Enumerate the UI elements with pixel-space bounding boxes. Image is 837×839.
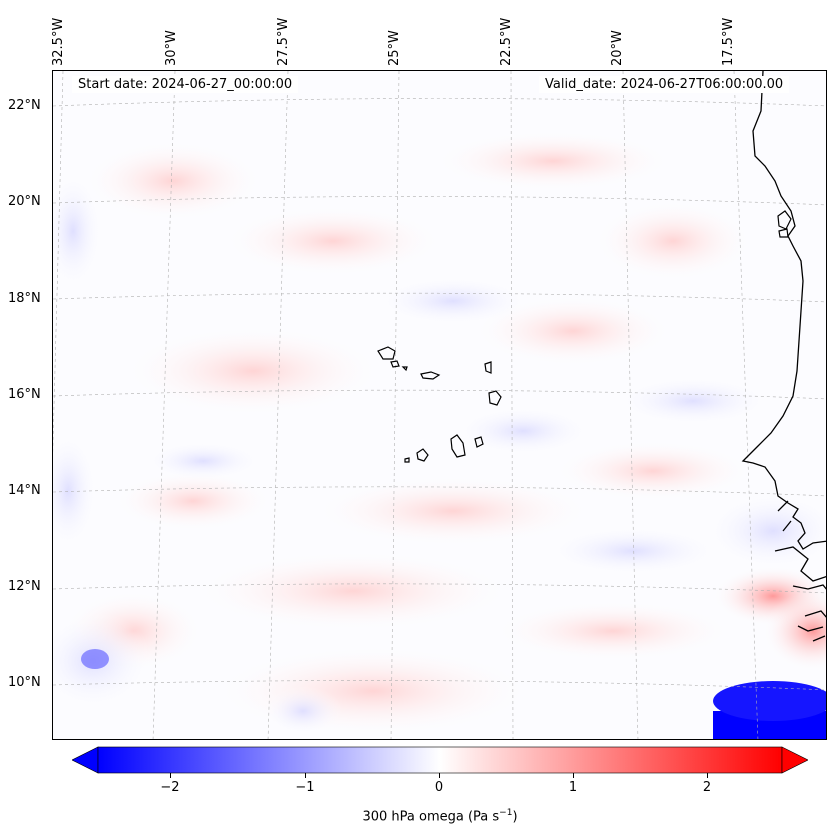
lat-label-18n: 18°N	[8, 291, 41, 306]
lon-label-30w: 30°W	[164, 30, 179, 66]
lat-label-20n: 20°N	[8, 194, 41, 209]
lon-label-32-5w: 32.5°W	[51, 17, 66, 66]
colorbar-tickmark-m1	[305, 773, 306, 778]
cape-verde-islands	[377, 210, 792, 463]
colorbar-tick-2: 2	[702, 780, 712, 795]
lon-label-25w: 25°W	[387, 30, 402, 66]
lon-label-17-5w: 17.5°W	[721, 17, 736, 66]
colorbar-label-exponent: −1	[499, 808, 513, 818]
colorbar-label-close: )	[512, 809, 518, 825]
colorbar-label-text: 300 hPa omega (Pa s	[362, 809, 500, 825]
colorbar	[72, 746, 808, 774]
lon-label-20w: 20°W	[610, 30, 625, 66]
colorbar-tickmark-2	[707, 773, 708, 778]
omega-field	[53, 131, 826, 739]
lat-label-10n: 10°N	[8, 675, 41, 690]
colorbar-tick-m2: −2	[160, 780, 180, 795]
valid-date-label: Valid_date: 2024-06-27T06:00:00.00	[539, 76, 790, 93]
start-date-label: Start date: 2024-06-27_00:00:00	[72, 76, 299, 93]
colorbar-gradient	[97, 746, 783, 774]
lon-label-22-5w: 22.5°W	[499, 17, 514, 66]
colorbar-tickmark-1	[573, 773, 574, 778]
lat-label-16n: 16°N	[8, 387, 41, 402]
map-canvas	[53, 71, 826, 739]
colorbar-min-extension	[72, 746, 99, 774]
lat-label-22n: 22°N	[8, 98, 41, 113]
colorbar-label: 300 hPa omega (Pa s−1)	[0, 808, 837, 824]
lat-label-12n: 12°N	[8, 579, 41, 594]
lat-label-14n: 14°N	[8, 483, 41, 498]
colorbar-tickmark-0	[439, 773, 440, 778]
lon-label-27-5w: 27.5°W	[276, 17, 291, 66]
coastline	[741, 71, 826, 642]
gridlines	[53, 71, 826, 739]
colorbar-tick-0: 0	[434, 780, 444, 795]
omega-map	[52, 70, 827, 740]
colorbar-tickmark-m2	[170, 773, 171, 778]
colorbar-tick-m1: −1	[295, 780, 315, 795]
colorbar-tick-1: 1	[568, 780, 578, 795]
colorbar-max-extension	[781, 746, 808, 774]
